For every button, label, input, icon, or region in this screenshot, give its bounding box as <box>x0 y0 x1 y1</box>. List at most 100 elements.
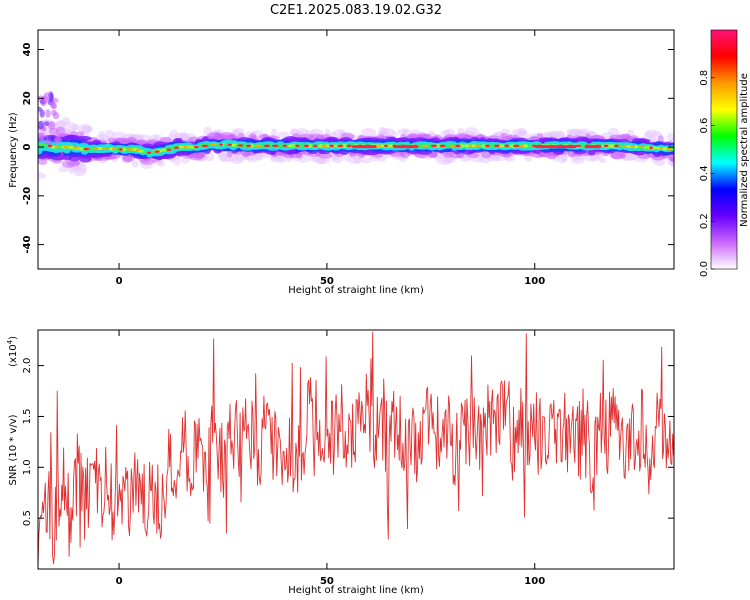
heatmap-cell <box>463 144 471 148</box>
heatmap-cell <box>58 166 69 173</box>
heatmap-cell <box>450 144 456 148</box>
heatmap-cell <box>282 144 287 148</box>
snr-line <box>38 331 674 568</box>
heatmap-cell <box>614 144 619 148</box>
heatmap-cell <box>272 144 279 148</box>
snr-y-multiplier-exp: 4 <box>6 339 14 344</box>
figure-title: C2E1.2025.083.19.02.G32 <box>270 3 442 18</box>
heatmap-cell <box>666 147 673 151</box>
snr-y-multiplier-base: (x10 <box>8 344 19 367</box>
heatmap-cell <box>416 144 425 148</box>
heatmap-cell <box>666 132 674 142</box>
heatmap-cell <box>210 143 217 146</box>
snr-series <box>38 331 674 568</box>
heatmap-cell <box>75 135 92 141</box>
heatmap-cell <box>512 144 520 148</box>
heatmap-cell <box>173 146 180 149</box>
heatmap-cell <box>661 147 669 151</box>
heatmap-cell <box>38 120 44 130</box>
heatmap-cell <box>360 157 372 164</box>
heatmap-cell <box>38 106 43 112</box>
heatmap-cell <box>622 144 627 148</box>
heatmap-cell <box>484 144 490 148</box>
snr-y-axis: 0.5 1.0 1.5 2.0 <box>22 358 674 526</box>
heatmap-cell <box>135 148 141 152</box>
heatmap-cell <box>81 125 93 133</box>
heatmap-cell <box>48 121 56 130</box>
heatmap-cell <box>158 160 166 167</box>
colorbar-frame <box>710 29 738 270</box>
snr-x-axis: 0 50 100 <box>116 330 545 587</box>
heatmap-cell <box>55 126 66 135</box>
heatmap-cell <box>439 144 446 148</box>
heatmap-cell <box>297 157 310 163</box>
y-tick-label: 2.0 <box>22 358 33 374</box>
heatmap-cell <box>127 148 134 151</box>
heatmap-cell <box>474 144 481 148</box>
heatmap-cell <box>657 135 664 144</box>
heatmap-cell <box>54 145 59 149</box>
y-tick-label: 20 <box>22 91 33 105</box>
heatmap-cell <box>131 160 139 168</box>
heatmap-cell <box>177 145 186 149</box>
heatmap-cell <box>62 145 70 149</box>
y-tick-label: -40 <box>22 236 33 254</box>
heatmap-cell <box>54 136 63 143</box>
heatmap-cell <box>43 138 49 145</box>
heatmap-cell <box>79 155 92 163</box>
heatmap-cell <box>47 144 53 148</box>
heatmap-cell <box>329 144 335 148</box>
heatmap-cell <box>669 155 674 163</box>
y-tick-label: -20 <box>22 187 33 205</box>
colorbar-tick-label: 0.0 <box>699 261 710 277</box>
heatmap-cell <box>321 144 328 148</box>
heatmap-cell <box>313 144 318 148</box>
heatmap-cell <box>277 144 285 148</box>
heatmap-cell <box>183 145 189 149</box>
heatmap-cell <box>83 147 90 151</box>
heatmap-cell <box>393 145 419 149</box>
spectrogram-x-label: Height of straight line (km) <box>288 285 424 296</box>
heatmap-cell <box>303 144 310 148</box>
spectrogram-x-axis: 0 50 100 <box>116 30 545 287</box>
colorbar-tick-label: 0.4 <box>699 165 710 181</box>
heatmap-cell <box>629 145 635 148</box>
heatmap-cell <box>295 144 300 148</box>
heatmap-cell <box>38 136 45 143</box>
spectrogram-frame <box>37 29 675 270</box>
heatmap-cell <box>360 127 377 137</box>
heatmap-cell <box>649 146 654 149</box>
heatmap-cell <box>504 144 510 148</box>
heatmap-cell <box>75 131 85 137</box>
heatmap-cell <box>73 146 80 149</box>
y-tick-label: 0 <box>22 144 33 151</box>
heatmap-cell <box>337 144 344 148</box>
heatmap-cell <box>353 156 362 164</box>
heatmap-cell <box>561 152 568 162</box>
heatmap-cell <box>205 152 215 162</box>
heatmap-cell <box>43 121 50 127</box>
snr-y-multiplier: (x104) <box>6 336 19 367</box>
heatmap-cell <box>497 144 506 148</box>
heatmap-cell <box>45 109 51 118</box>
heatmap-cell <box>468 144 473 148</box>
colorbar-label: Normalized spectral amplitude <box>739 73 750 227</box>
heatmap-cell <box>39 109 45 118</box>
heatmap-cell <box>574 144 582 148</box>
heatmap-cell <box>598 157 607 164</box>
heatmap-cell <box>351 145 377 149</box>
heatmap-cell <box>181 157 190 164</box>
heatmap-cell <box>118 148 124 151</box>
heatmap-cell <box>70 123 80 132</box>
heatmap-cell <box>237 144 244 147</box>
snr-y-label: SNR (10 * v/v) <box>8 414 19 485</box>
heatmap-cell <box>47 135 55 140</box>
heatmap-cell <box>51 102 57 110</box>
heatmap-cell <box>584 145 602 149</box>
colorbar-tick-label: 0.6 <box>699 118 710 134</box>
heatmap-cell <box>227 143 232 146</box>
heatmap-cell <box>102 147 108 150</box>
heatmap-cell <box>245 144 252 148</box>
x-tick-label: 0 <box>116 276 123 287</box>
